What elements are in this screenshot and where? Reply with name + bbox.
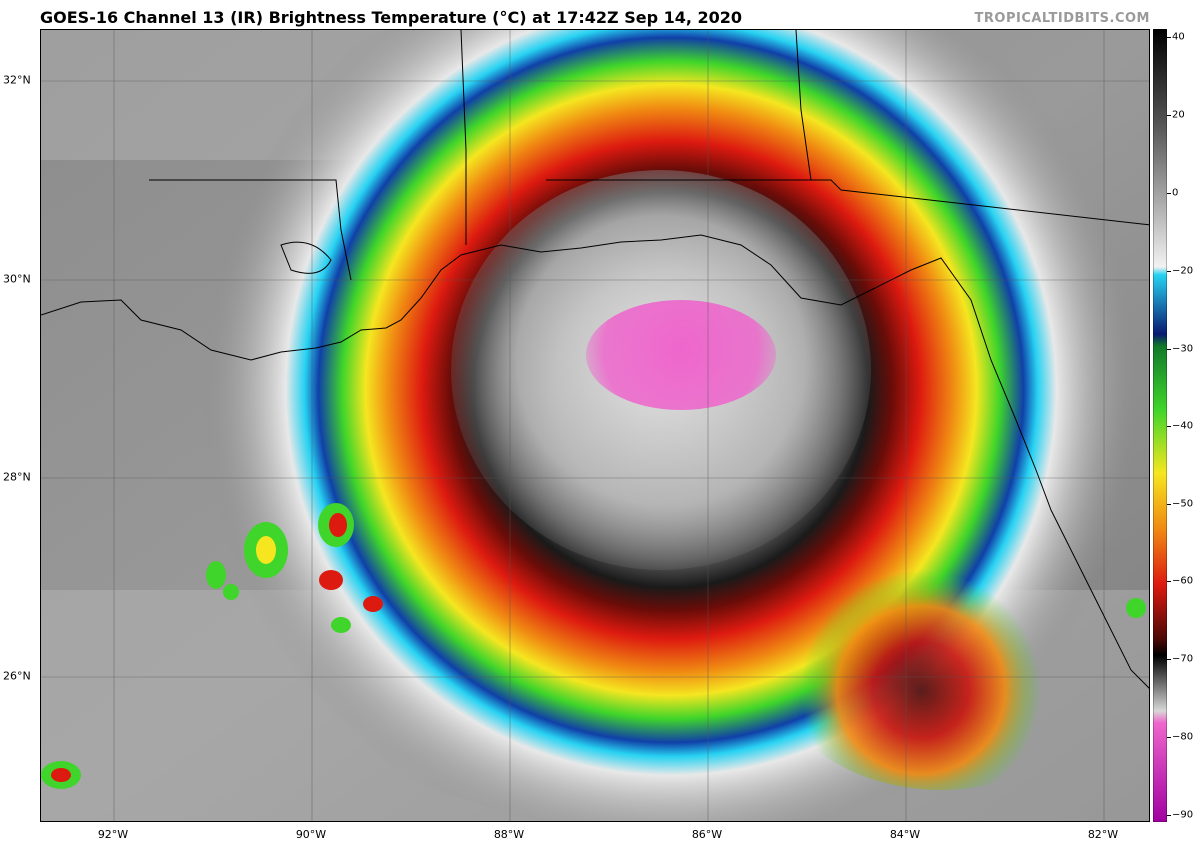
colorbar-tick-label: −50 — [1172, 498, 1194, 510]
convective-cells — [41, 503, 1146, 789]
temperature-colorbar — [1153, 29, 1167, 822]
latitude-label: 26°N — [3, 669, 31, 683]
longitude-label: 84°W — [889, 828, 921, 841]
colorbar-tick-label: 0 — [1172, 187, 1179, 199]
graticule — [41, 30, 1149, 821]
latitude-label: 32°N — [3, 73, 31, 87]
colorbar-tick-label: 20 — [1172, 109, 1185, 121]
coastlines-and-borders — [41, 30, 1149, 689]
colorbar-tick-label: 40 — [1172, 31, 1185, 43]
colorbar-tick-label: −60 — [1172, 575, 1194, 587]
latitude-label: 30°N — [3, 272, 31, 286]
colorbar-tick-label: −80 — [1172, 731, 1194, 743]
colorbar-tick-label: −30 — [1172, 343, 1194, 355]
map-title: GOES-16 Channel 13 (IR) Brightness Tempe… — [40, 8, 743, 27]
colorbar-tick-label: −90 — [1172, 809, 1194, 821]
longitude-label: 92°W — [97, 828, 129, 841]
satellite-imagery — [41, 30, 1149, 821]
longitude-label: 82°W — [1087, 828, 1119, 841]
longitude-label: 90°W — [295, 828, 327, 841]
longitude-label: 86°W — [691, 828, 723, 841]
satellite-map — [40, 29, 1150, 822]
colorbar-tick-label: −40 — [1172, 420, 1194, 432]
source-credit: TROPICALTIDBITS.COM — [974, 11, 1150, 26]
latitude-label: 28°N — [3, 470, 31, 484]
longitude-label: 88°W — [493, 828, 525, 841]
colorbar-tick-label: −20 — [1172, 265, 1194, 277]
colorbar-tick-label: −70 — [1172, 653, 1194, 665]
coldest-cloud-tops — [586, 300, 776, 410]
